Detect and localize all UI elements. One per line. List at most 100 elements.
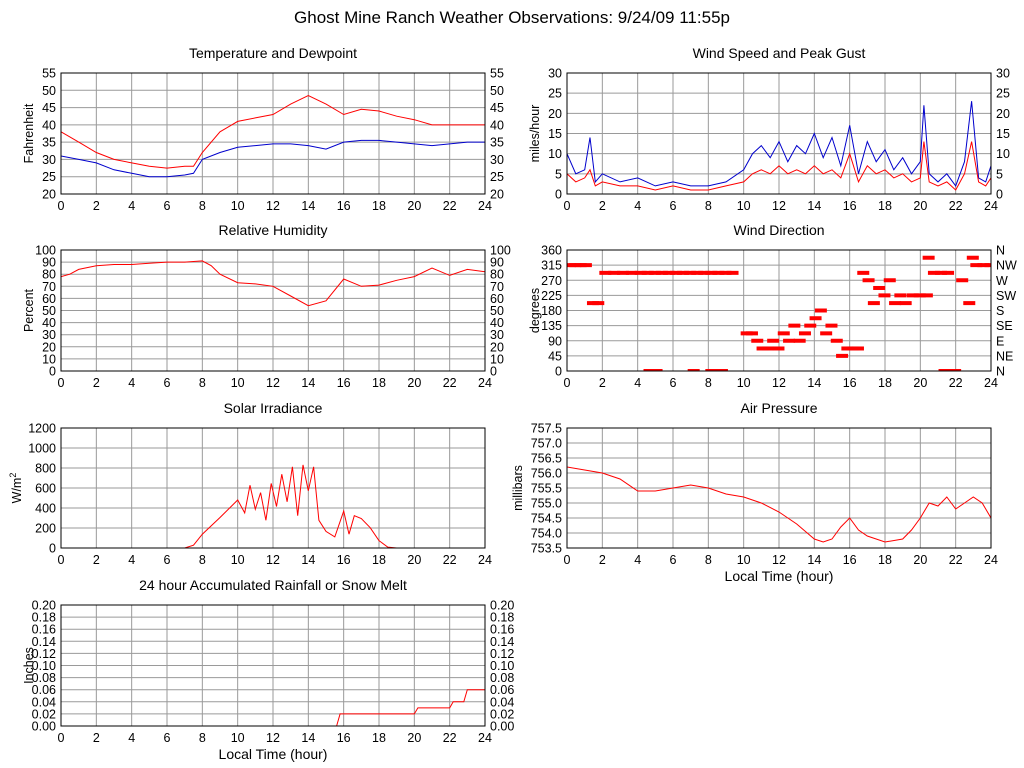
x-tick-label: 4 (634, 376, 641, 390)
right-tick-label: 0.12 (490, 647, 514, 661)
x-tick-label: 24 (478, 553, 492, 567)
chart-title: Air Pressure (740, 400, 817, 416)
x-tick-label: 2 (93, 199, 100, 213)
x-tick-label: 16 (337, 199, 351, 213)
x-tick-label: 18 (372, 199, 386, 213)
right-tick-label: N (996, 244, 1005, 258)
series-line-1 (61, 464, 485, 548)
chart-title: Temperature and Dewpoint (189, 45, 357, 61)
wind-direction-point (956, 278, 969, 283)
y-tick-label: 180 (541, 304, 562, 318)
right-tick-label: 15 (996, 127, 1010, 141)
wind-direction-point (641, 270, 654, 275)
x-tick-label: 14 (301, 553, 315, 567)
plot-frame (60, 249, 486, 372)
y-tick-label: 20 (42, 340, 56, 354)
right-tick-label: SW (996, 289, 1016, 303)
right-tick-label: 35 (490, 136, 504, 150)
x-tick-label: 6 (164, 553, 171, 567)
x-tick-label: 8 (199, 731, 206, 745)
chart-title: Wind Speed and Peak Gust (693, 45, 866, 61)
x-tick-label: 2 (93, 376, 100, 390)
y-tick-label: 25 (548, 87, 562, 101)
right-tick-label: 20 (490, 188, 504, 202)
right-tick-label: W (996, 274, 1008, 288)
series-line-1 (61, 689, 485, 726)
y-tick-label: 0.14 (32, 635, 56, 649)
wind-direction-point (617, 270, 629, 275)
wind-direction-point (751, 338, 764, 343)
wind-direction-point (883, 278, 896, 283)
x-tick-label: 10 (737, 553, 751, 567)
y-axis-label-superscript: 2 (8, 473, 18, 478)
x-axis-label: Local Time (hour) (219, 746, 328, 762)
y-tick-label: 756.0 (531, 467, 562, 481)
x-tick-label: 8 (199, 553, 206, 567)
wind-direction-point (970, 263, 983, 268)
x-tick-label: 4 (128, 731, 135, 745)
x-tick-label: 12 (266, 199, 280, 213)
page-title: Ghost Mine Ranch Weather Observations: 9… (294, 8, 730, 27)
y-tick-label: 55 (42, 67, 56, 81)
x-tick-label: 12 (772, 376, 786, 390)
wind-direction-point (878, 293, 891, 298)
x-tick-label: 14 (301, 376, 315, 390)
right-tick-label: 10 (996, 147, 1010, 161)
y-tick-label: 0 (49, 542, 56, 556)
wind-direction-point (788, 323, 801, 328)
x-tick-label: 0 (564, 376, 571, 390)
plot-area (567, 466, 991, 543)
wind-direction-point (984, 263, 991, 268)
right-tick-label: 0.08 (490, 671, 514, 685)
x-tick-label: 22 (443, 199, 457, 213)
series-line-1 (567, 466, 991, 543)
x-tick-label: 14 (807, 376, 821, 390)
wind-direction-point (935, 270, 947, 275)
y-tick-label: 30 (42, 153, 56, 167)
plot-frame (60, 72, 486, 195)
wind-direction-point (899, 301, 912, 306)
y-axis-label: Inches (22, 647, 36, 684)
series-line-1 (61, 94, 485, 169)
plot-frame (566, 249, 992, 372)
y-tick-label: 60 (42, 292, 56, 306)
wind-direction-point (867, 301, 880, 306)
y-tick-label: 754.5 (531, 512, 562, 526)
x-tick-label: 0 (58, 376, 65, 390)
x-tick-label: 10 (231, 199, 245, 213)
x-tick-label: 10 (737, 199, 751, 213)
x-tick-label: 8 (199, 376, 206, 390)
right-tick-label: 0.06 (490, 683, 514, 697)
y-tick-label: 755.5 (531, 482, 562, 496)
y-tick-label: 0.18 (32, 611, 56, 625)
wind-direction-point (938, 369, 951, 371)
y-tick-label: 50 (42, 304, 56, 318)
x-tick-label: 14 (807, 199, 821, 213)
x-tick-label: 4 (634, 553, 641, 567)
right-tick-label: 0.14 (490, 635, 514, 649)
wind-direction-point (643, 369, 656, 371)
wind-direction-point (625, 270, 638, 275)
x-tick-label: 18 (372, 553, 386, 567)
y-tick-label: 25 (42, 170, 56, 184)
wind-direction-point (857, 270, 870, 275)
right-tick-label: E (996, 334, 1004, 348)
x-tick-label: 6 (164, 376, 171, 390)
right-tick-label: 70 (490, 280, 504, 294)
x-tick-label: 2 (93, 731, 100, 745)
x-tick-label: 6 (670, 376, 677, 390)
right-tick-label: 5 (996, 167, 1003, 181)
x-tick-label: 16 (843, 376, 857, 390)
wind-direction-point (687, 369, 700, 371)
x-tick-label: 0 (58, 553, 65, 567)
plot-frame (60, 604, 486, 727)
wind-direction-point (873, 285, 886, 290)
y-tick-label: 80 (42, 268, 56, 282)
x-tick-label: 22 (949, 376, 963, 390)
right-tick-label: 10 (490, 352, 504, 366)
right-tick-label: 40 (490, 316, 504, 330)
x-tick-label: 18 (372, 376, 386, 390)
y-tick-label: 270 (541, 274, 562, 288)
x-tick-label: 2 (599, 376, 606, 390)
x-tick-label: 20 (913, 199, 927, 213)
